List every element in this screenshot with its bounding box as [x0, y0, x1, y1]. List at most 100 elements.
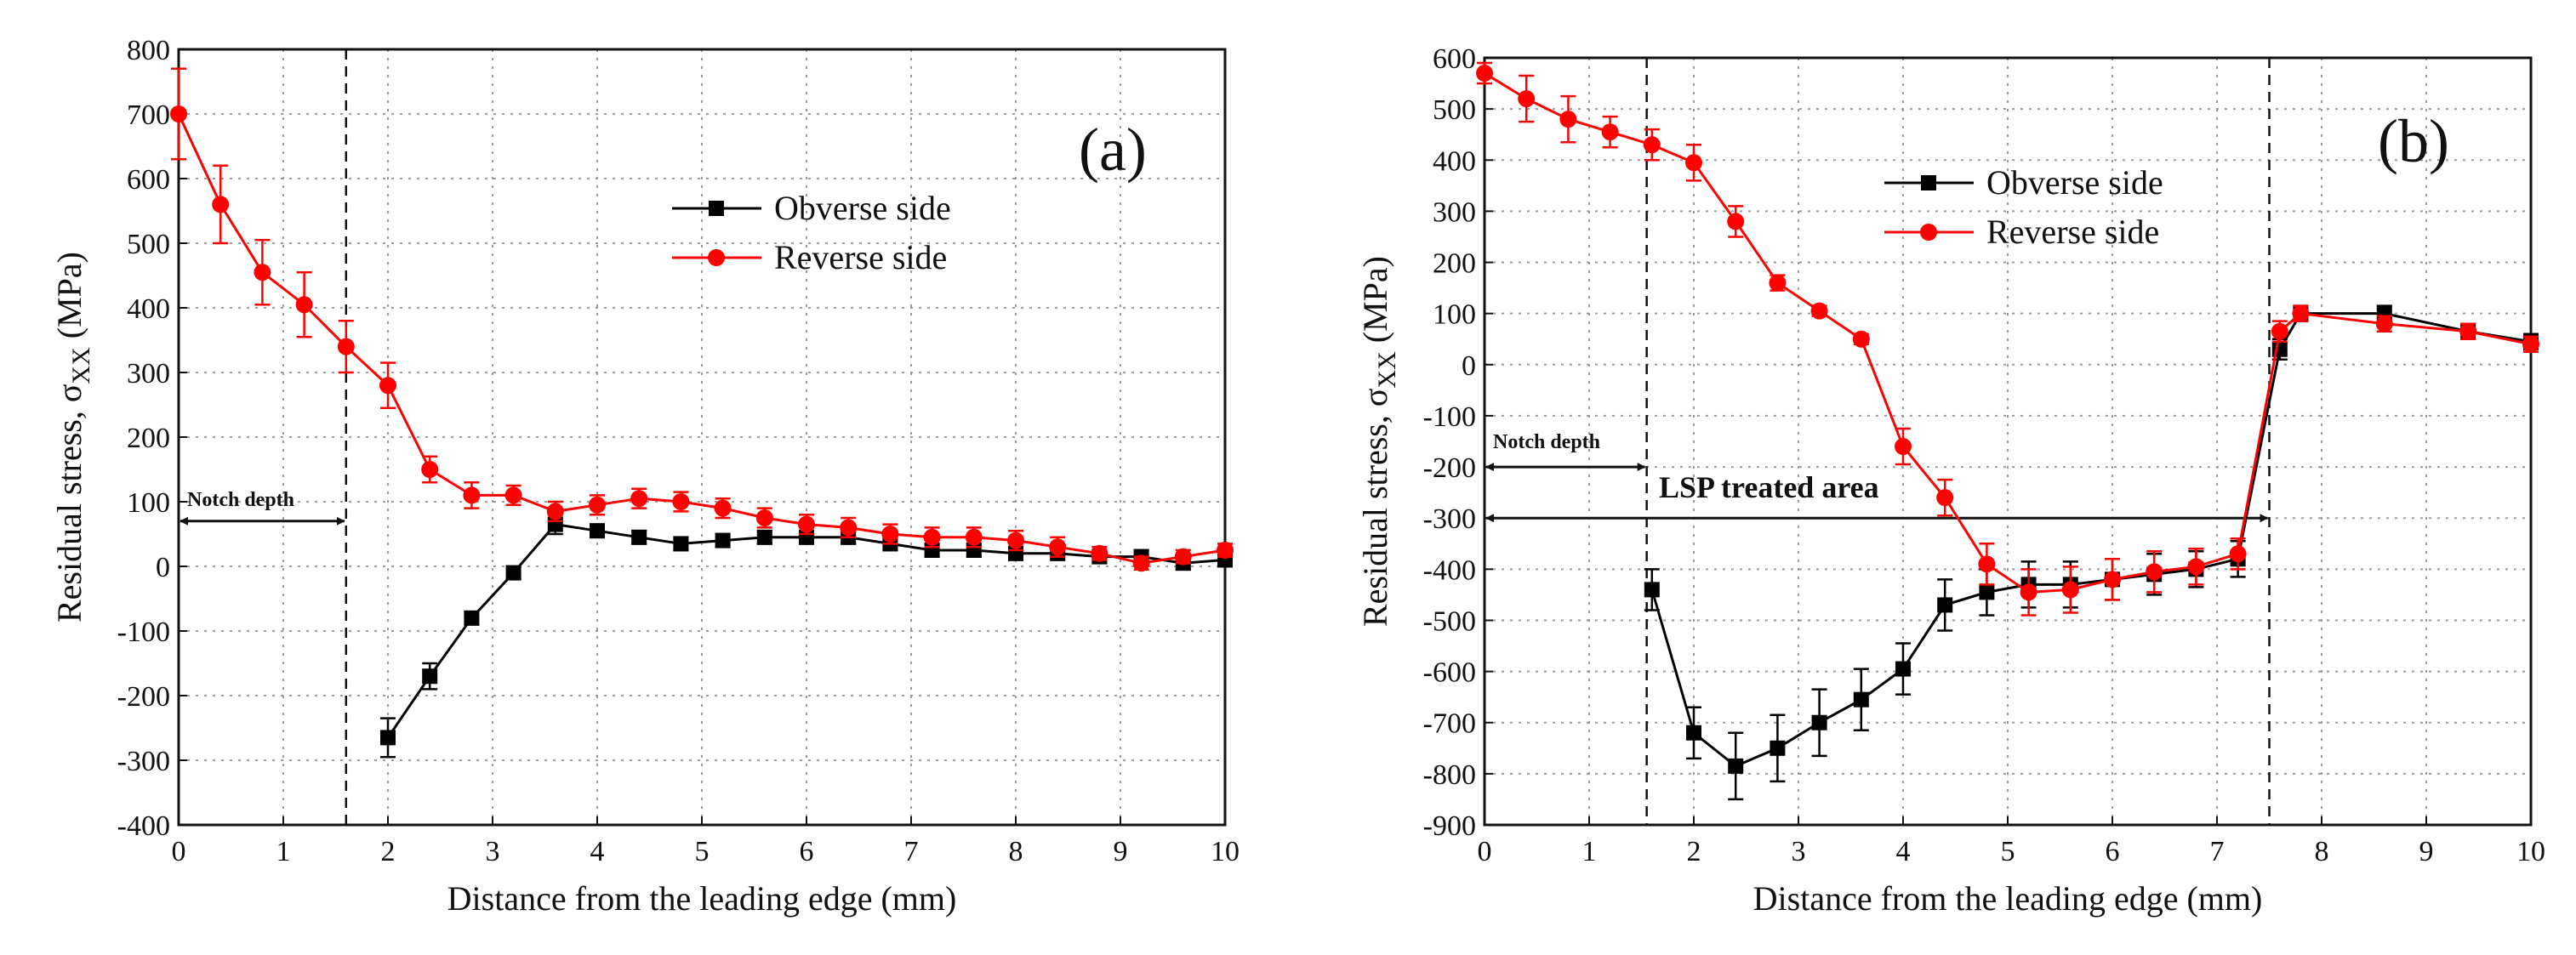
y-tick-label: 100 [1433, 299, 1476, 331]
y-tick-label: -900 [1423, 810, 1476, 842]
x-tick-label: 9 [2419, 836, 2434, 867]
data-point [965, 528, 983, 546]
x-tick-label: 6 [2106, 836, 2120, 867]
data-point [1644, 582, 1660, 598]
y-tick-label: -400 [117, 810, 170, 842]
data-point [379, 377, 396, 395]
data-point [1852, 330, 1870, 348]
data-point [2187, 558, 2205, 576]
legend-marker [1921, 175, 1936, 190]
data-point [1770, 740, 1786, 756]
legend: Obverse side Reverse side [1884, 163, 2163, 251]
y-axis-title-main: Residual stress, σ [1356, 389, 1394, 627]
y-axis-title-unit: (MPa) [50, 252, 88, 347]
x-axis-title: Distance from the leading edge (mm) [1753, 879, 2263, 918]
y-tick-label: 300 [127, 358, 170, 389]
y-tick-label: 800 [127, 35, 170, 66]
y-tick-label: -200 [1423, 452, 1476, 484]
data-point [923, 528, 941, 546]
panel-label: (a) [1079, 116, 1147, 184]
x-tick-label: 5 [2001, 836, 2015, 867]
y-tick-label: 300 [1433, 196, 1476, 228]
data-point [212, 196, 230, 213]
data-point [421, 461, 439, 478]
data-point [1895, 438, 1912, 456]
data-point [2104, 571, 2121, 588]
data-point [1811, 714, 1827, 730]
y-tick-label: -100 [117, 617, 170, 648]
data-point [1895, 661, 1911, 677]
data-point [337, 338, 355, 355]
x-tick-label: 2 [381, 836, 396, 867]
legend-label: Obverse side [774, 189, 951, 227]
x-tick-label: 0 [1478, 836, 1492, 867]
data-point [2020, 583, 2037, 601]
data-point [2146, 563, 2163, 581]
x-tick-label: 9 [1114, 836, 1128, 867]
data-point [1728, 758, 1744, 774]
y-tick-label: -300 [1423, 503, 1476, 535]
data-point [1217, 542, 1234, 559]
y-tick-label: 400 [1433, 145, 1476, 177]
data-point [504, 486, 522, 504]
data-point [589, 496, 606, 514]
panel-label: (b) [2378, 107, 2449, 175]
data-point [881, 526, 899, 543]
y-tick-label: 600 [1433, 43, 1476, 75]
data-point [464, 610, 480, 626]
data-point [1686, 725, 1701, 741]
x-tick-label: 4 [1896, 836, 1911, 867]
y-axis-title: Residual stress, σXX (MPa) [50, 252, 95, 622]
legend-label: Obverse side [1986, 163, 2163, 202]
x-tick-label: 8 [1009, 836, 1023, 867]
chart-panel-b: 0 1 2 3 4 5 6 7 8 9 10 -900 -800 -700 -600 -500 -400 -300… [1356, 43, 2545, 918]
series-line [1484, 71, 2532, 594]
y-tick-label: 700 [127, 99, 170, 131]
series-reverse-side [170, 67, 1234, 572]
x-tick-label: 2 [1687, 836, 1701, 867]
data-point [546, 503, 564, 520]
data-point [1853, 691, 1869, 708]
data-point [2375, 315, 2393, 333]
data-point [1476, 65, 1493, 82]
x-tick-label: 5 [695, 836, 710, 867]
data-point [1685, 154, 1702, 172]
y-tick-label: -500 [1423, 605, 1476, 637]
plot-frame [1483, 56, 2533, 827]
data-point [1937, 597, 1953, 613]
data-point [1810, 302, 1828, 320]
legend-label: Reverse side [1986, 213, 2159, 251]
data-point [631, 529, 647, 545]
data-point [295, 296, 313, 314]
data-point [1518, 90, 1536, 108]
y-axis-title-main: Residual stress, σ [50, 384, 88, 622]
annotation-label: Notch depth [1493, 431, 1600, 453]
data-point [380, 730, 396, 746]
y-tick-label: 200 [127, 423, 170, 454]
data-point [2522, 335, 2539, 353]
y-tick-label: -100 [1423, 401, 1476, 433]
x-tick-label: 1 [276, 836, 291, 867]
y-tick-label: 200 [1433, 248, 1476, 280]
legend-marker [1920, 224, 1937, 241]
legend: Obverse side Reverse side [672, 189, 951, 276]
y-tick-label: 500 [1433, 94, 1476, 126]
y-axis-title-subscript: XX [1373, 351, 1401, 389]
x-tick-label: 3 [486, 836, 500, 867]
x-axis-title: Distance from the leading edge (mm) [447, 879, 957, 918]
x-tick-label: 3 [1792, 836, 1806, 867]
legend-marker [708, 249, 725, 266]
y-tick-label: -600 [1423, 657, 1476, 689]
data-point [1601, 123, 1619, 141]
data-point [254, 264, 271, 281]
series-reverse-side [1476, 61, 2539, 617]
data-point [1091, 544, 1108, 562]
data-point [630, 490, 648, 508]
y-tick-label: 100 [127, 487, 170, 519]
data-point [590, 523, 605, 539]
y-tick-label: 400 [127, 293, 170, 325]
data-point [715, 532, 731, 549]
y-tick-label: 500 [127, 229, 170, 260]
data-point [1727, 213, 1745, 230]
